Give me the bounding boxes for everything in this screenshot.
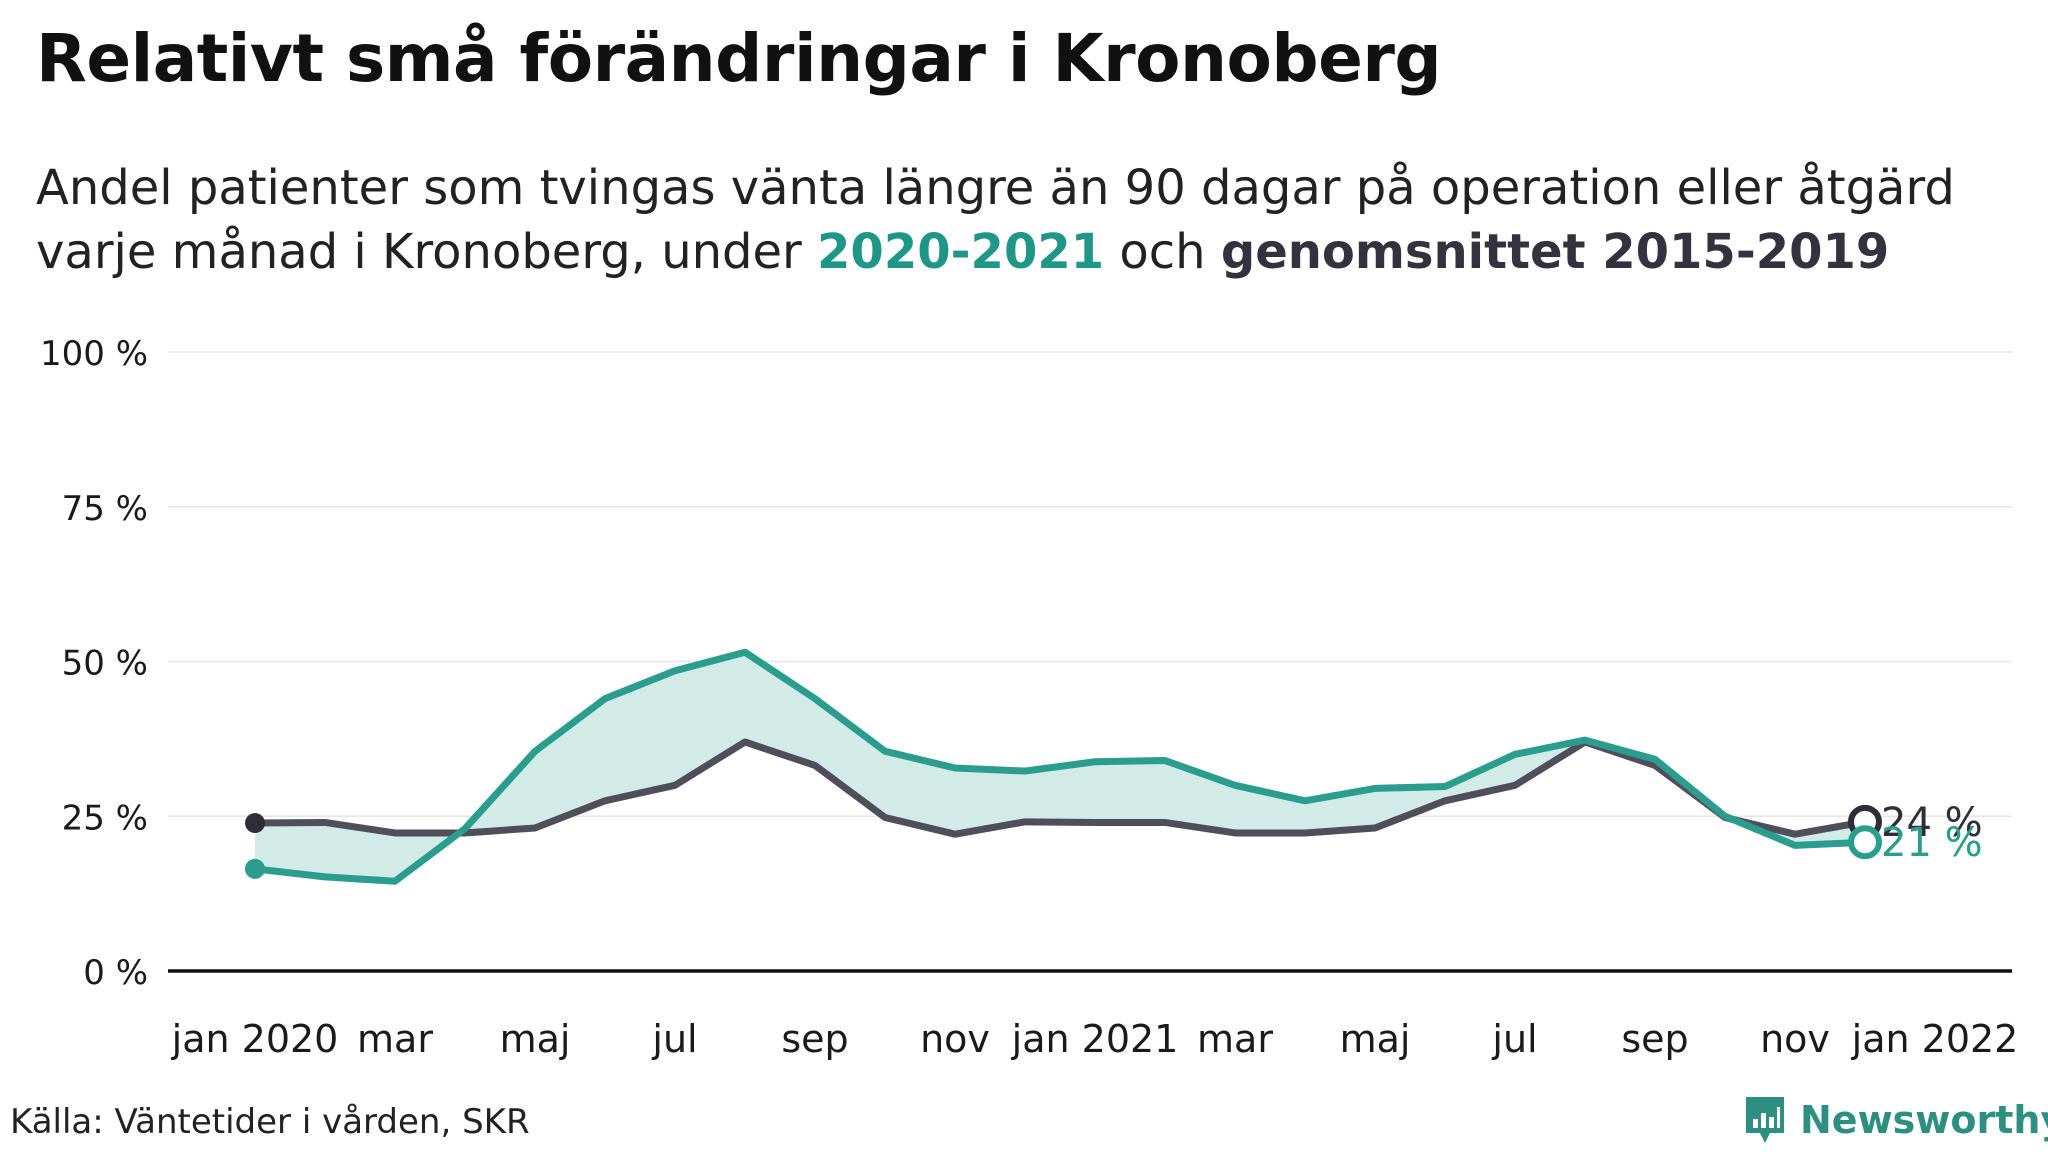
legend-2020-2021: 2020-2021	[817, 224, 1105, 280]
end-label-average: 24 %	[1881, 800, 1983, 846]
legend-average-2015-2019: genomsnittet 2015-2019	[1220, 224, 1890, 280]
series-end-ring-2020-2021	[1848, 825, 1882, 860]
x-tick-label: mar	[1197, 1017, 1273, 1061]
subtitle-text: varje månad i Kronoberg, under	[36, 224, 818, 280]
x-tick-label: sep	[1621, 1017, 1688, 1061]
x-tick-label: maj	[1340, 1017, 1411, 1061]
subtitle-and: och	[1104, 224, 1221, 280]
y-tick-label: 25 %	[62, 798, 148, 838]
x-tick-label: jul	[1491, 1017, 1537, 1061]
x-tick-label: mar	[357, 1017, 433, 1061]
source-note: Källa: Väntetider i vården, SKR	[10, 1102, 530, 1142]
subtitle-line-2: varje månad i Kronoberg, under 2020-2021…	[36, 220, 2046, 284]
series-lines	[245, 648, 1869, 885]
x-tick-label: maj	[500, 1017, 571, 1061]
axes: 0 % 25 % 50 % 75 % 100 % jan 2020 mar maj jul sep…	[40, 334, 2018, 1061]
x-tick-label: jan 2020	[171, 1017, 339, 1061]
x-tick-label: jan 2022	[1851, 1017, 2019, 1061]
series-start-dot-2020-2021	[245, 858, 265, 879]
y-tick-label: 100 %	[40, 334, 148, 374]
y-tick-label: 75 %	[62, 489, 148, 529]
y-tick-label: 50 %	[62, 644, 148, 684]
gridlines	[168, 351, 2012, 817]
x-tick-label: nov	[1760, 1017, 1830, 1061]
chart-title: Relativt små förändringar i Kronoberg	[36, 20, 1442, 97]
end-label-2020-2021: 21 %	[1881, 820, 1983, 866]
brand-logo: Newsworthy	[1742, 1093, 2048, 1147]
series-line-2020-2021	[251, 648, 1869, 885]
x-tick-label: sep	[781, 1017, 848, 1061]
x-tick-label: jul	[651, 1017, 697, 1061]
x-tick-label: nov	[920, 1017, 990, 1061]
end-labels: 24 %21 %	[1848, 800, 1983, 866]
x-tick-label: jan 2021	[1011, 1017, 1179, 1061]
brand-name: Newsworthy	[1800, 1098, 2048, 1142]
chart-subtitle: Andel patienter som tvingas vänta längre…	[36, 156, 2046, 284]
y-tick-label: 0 %	[83, 953, 148, 993]
series-start-dot-average	[245, 813, 265, 834]
subtitle-line-1: Andel patienter som tvingas vänta längre…	[36, 160, 1955, 216]
bar-chart-speech-bubble-icon	[1746, 1097, 1784, 1143]
